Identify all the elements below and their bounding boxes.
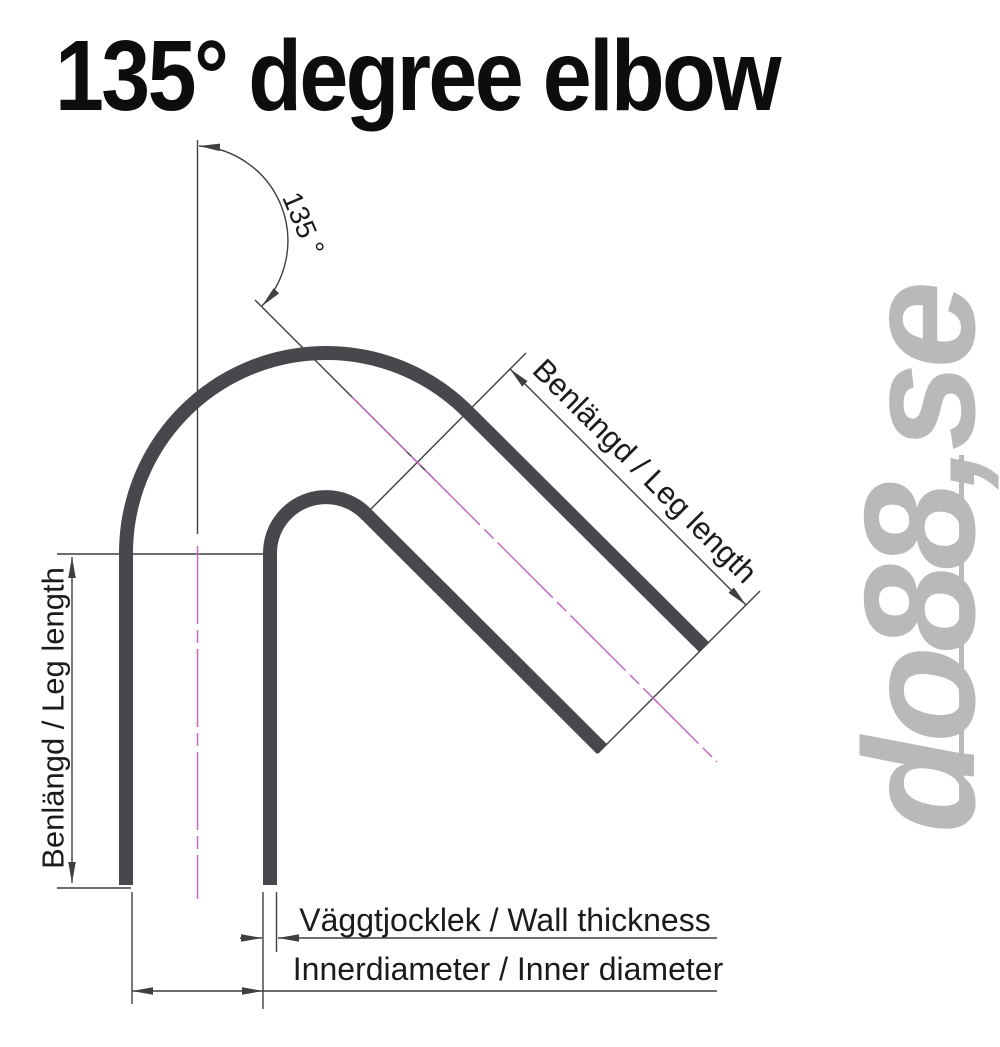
end-face-extension-line (597, 590, 761, 754)
angle-dimension-arc (198, 143, 289, 307)
left-leg-length-label: Benlängd / Leg length (35, 567, 71, 869)
watermark-underline (959, 455, 964, 805)
diagonal-reference-line (254, 299, 436, 481)
diagonal-leg-centerline (351, 396, 718, 763)
tangent-section-extension-line (360, 352, 527, 520)
wall-thickness-label: Väggtjocklek / Wall thickness (299, 902, 711, 938)
diagonal-leg-dimension-line (509, 368, 747, 606)
page-title: 135° degree elbow (55, 20, 782, 132)
tube-inner-wall (263, 490, 607, 885)
inner-diameter-label: Innerdiameter / Inner diameter (292, 951, 724, 987)
